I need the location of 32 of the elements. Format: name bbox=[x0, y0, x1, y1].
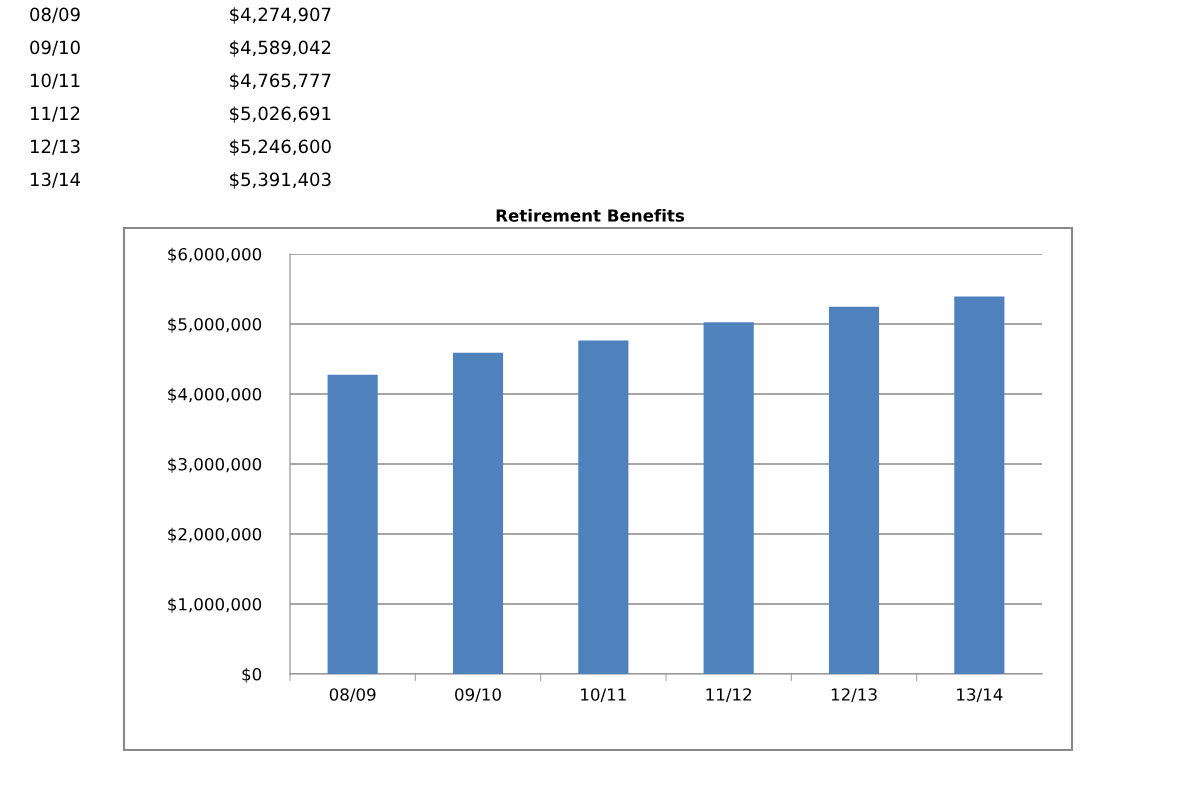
bar bbox=[828, 306, 880, 674]
text: $4,589,042 bbox=[230, 40, 331, 57]
text: 12/13 bbox=[30, 139, 80, 155]
x-tick-label: 12/13 bbox=[831, 688, 877, 703]
text: $5,026,691 bbox=[230, 106, 331, 123]
text: 11/12 bbox=[30, 106, 80, 122]
text: 10/11 bbox=[30, 73, 80, 89]
text: $4,274,907 bbox=[230, 7, 331, 24]
x-tick-label: 09/10 bbox=[455, 688, 501, 703]
text: $5,391,403 bbox=[230, 172, 331, 189]
bar bbox=[327, 374, 378, 674]
y-tick-label: $0 bbox=[242, 667, 262, 683]
text: 13/14 bbox=[30, 172, 80, 188]
x-tick-label: 11/12 bbox=[706, 688, 752, 703]
text: $4,765,777 bbox=[230, 73, 331, 90]
y-tick-label: $5,000,000 bbox=[168, 317, 262, 333]
x-tick-label: 13/14 bbox=[957, 688, 1003, 703]
y-tick-label: $4,000,000 bbox=[168, 387, 262, 403]
y-tick-label: $6,000,000 bbox=[168, 247, 262, 263]
text: 08/09 bbox=[30, 7, 80, 23]
bar bbox=[578, 340, 629, 674]
x-tick-label: 10/11 bbox=[581, 688, 626, 703]
bar bbox=[703, 322, 754, 674]
x-tick-label: 08/09 bbox=[329, 688, 376, 703]
bar bbox=[452, 352, 504, 674]
y-tick-label: $1,000,000 bbox=[168, 597, 262, 613]
text: $5,246,600 bbox=[230, 139, 331, 156]
y-tick-label: $2,000,000 bbox=[168, 527, 262, 543]
text: 09/10 bbox=[30, 40, 80, 56]
bar bbox=[954, 296, 1005, 674]
chart-title: Retirement Benefits bbox=[496, 208, 685, 222]
y-tick-label: $3,000,000 bbox=[168, 457, 262, 473]
